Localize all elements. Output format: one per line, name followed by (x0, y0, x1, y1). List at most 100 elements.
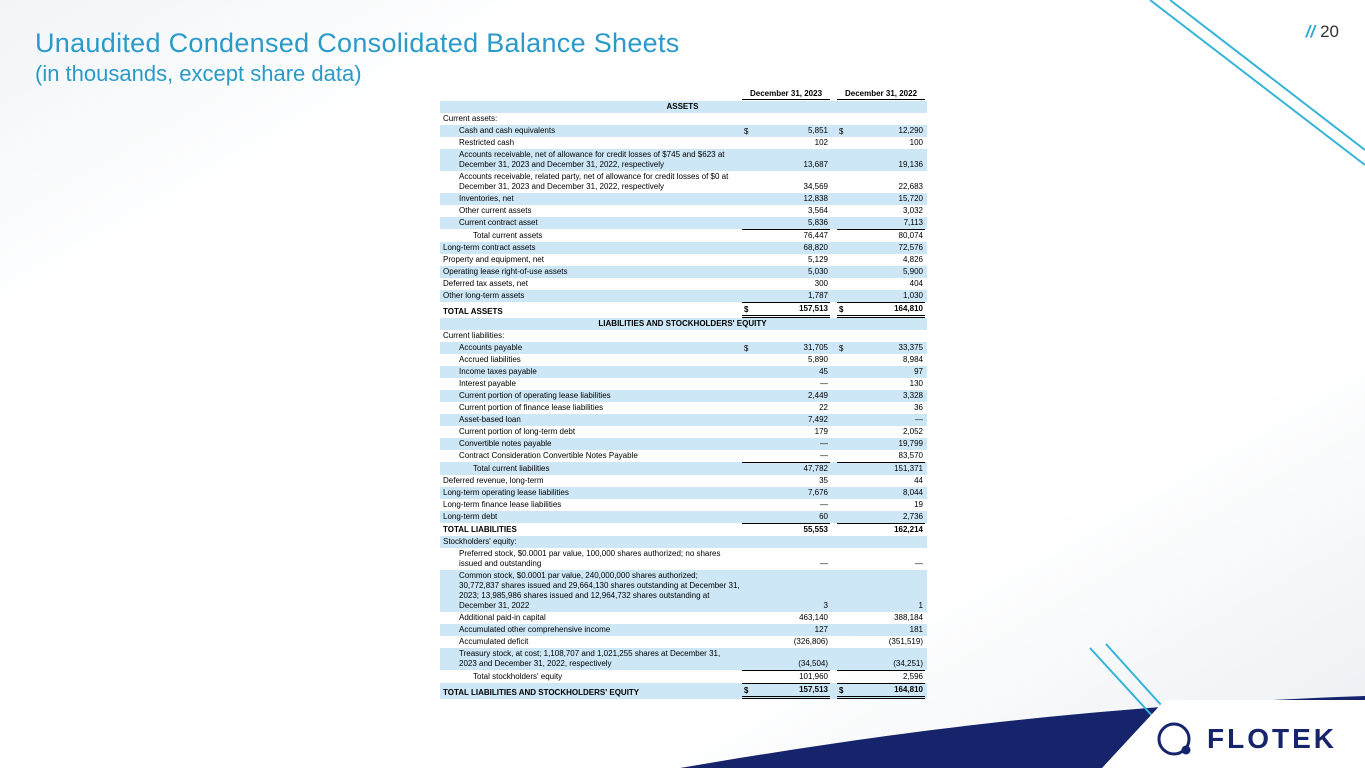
value-2022: 22,683 (837, 181, 925, 193)
cell-value: 181 (909, 625, 923, 634)
table-row: Current contract asset 5,836 7,113 (440, 217, 927, 229)
value-2022: $164,810 (837, 302, 925, 318)
cell-value: 388,184 (894, 613, 923, 622)
cell-value: 164,810 (894, 304, 923, 313)
cell-value: 4,826 (902, 255, 923, 264)
row-label: Additional paid-in capital (459, 613, 546, 622)
cell-value: 2,736 (902, 512, 923, 521)
value-2023: $157,513 (742, 302, 830, 318)
value-2023: 47,782 (742, 462, 830, 475)
cell-value: 5,030 (807, 267, 828, 276)
value-2022: 19 (837, 499, 925, 511)
cell-value: 102 (814, 138, 828, 147)
value-2022: $164,810 (837, 683, 925, 699)
value-2022: 404 (837, 278, 925, 290)
row-label: Interest payable (459, 379, 516, 388)
value-2023: $157,513 (742, 683, 830, 699)
row-label: Stockholders' equity: (443, 537, 517, 546)
slide-subtitle: (in thousands, except share data) (35, 61, 362, 86)
value-2023: 102 (742, 137, 830, 149)
page-number-value: 20 (1320, 22, 1339, 41)
value-2022: $12,290 (837, 125, 925, 137)
cell-value: 1 (918, 601, 923, 610)
table-row: Long-term debt 60 2,736 (440, 511, 927, 523)
table-row: TOTAL LIABILITIES AND STOCKHOLDERS' EQUI… (440, 683, 927, 699)
row-label: Inventories, net (459, 194, 514, 203)
row-label: Contract Consideration Convertible Notes… (459, 451, 638, 460)
row-label: Common stock, $0.0001 par value, 240,000… (459, 571, 740, 610)
value-2023: $5,851 (742, 125, 830, 137)
value-2022: 3,032 (837, 205, 925, 217)
cell-value: 72,576 (898, 243, 923, 252)
value-2023: 5,030 (742, 266, 830, 278)
cell-value: (34,504) (798, 659, 828, 668)
row-label: Income taxes payable (459, 367, 537, 376)
row-label: Current portion of operating lease liabi… (459, 391, 611, 400)
value-2022: 3,328 (837, 390, 925, 402)
value-2022: — (837, 558, 925, 570)
value-2022: 36 (837, 402, 925, 414)
cell-value: — (820, 451, 828, 460)
table-row: Cash and cash equivalents $5,851 $12,290 (440, 125, 927, 137)
value-2023: 101,960 (742, 670, 830, 683)
table-row: Deferred tax assets, net 300 404 (440, 278, 927, 290)
value-2023: — (742, 438, 830, 450)
column-header-2023: December 31, 2023 (742, 88, 830, 100)
value-2022: 19,799 (837, 438, 925, 450)
cell-value: 101,960 (799, 672, 828, 681)
cell-value: — (820, 500, 828, 509)
table-row: Long-term finance lease liabilities — 19 (440, 499, 927, 511)
value-2022: 19,136 (837, 159, 925, 171)
value-2022: 2,736 (837, 511, 925, 523)
flotek-logo-icon (1157, 722, 1191, 756)
cell-value: 60 (819, 512, 828, 521)
table-row: Contract Consideration Convertible Notes… (440, 450, 927, 462)
value-2022: 2,052 (837, 426, 925, 438)
table-row: Long-term contract assets 68,820 72,576 (440, 242, 927, 254)
cell-value: 8,984 (902, 355, 923, 364)
currency-symbol: $ (839, 686, 844, 695)
table-row: Long-term operating lease liabilities 7,6… (440, 487, 927, 499)
row-label: Deferred tax assets, net (443, 279, 528, 288)
table-row: Restricted cash 102 100 (440, 137, 927, 149)
cell-value: 35 (819, 476, 828, 485)
value-2022: 8,984 (837, 354, 925, 366)
table-body: ASSETS Current assets: Cash and cash equiv… (440, 101, 927, 699)
table-row: Accounts receivable, net of allowance fo… (440, 149, 927, 171)
value-2022: (34,251) (837, 658, 925, 670)
cell-value: — (820, 439, 828, 448)
value-2023: 3,564 (742, 205, 830, 217)
table-row: Accrued liabilities 5,890 8,984 (440, 354, 927, 366)
currency-symbol: $ (744, 127, 749, 136)
value-2022: 1 (837, 600, 925, 612)
cell-value: 34,569 (803, 182, 828, 191)
value-2022: 80,074 (837, 229, 925, 242)
row-label: Treasury stock, at cost; 1,108,707 and 1… (459, 649, 721, 668)
table-header: December 31, 2023 December 31, 2022 (440, 88, 927, 100)
value-2022: 97 (837, 366, 925, 378)
cell-value: 1,787 (807, 291, 828, 300)
value-2023: 55,553 (742, 523, 830, 536)
value-2022: 44 (837, 475, 925, 487)
cell-value: 5,129 (807, 255, 828, 264)
cell-value: 68,820 (803, 243, 828, 252)
value-2023: 463,140 (742, 612, 830, 624)
currency-symbol: $ (744, 686, 749, 695)
table-row: Accumulated deficit (326,806) (351,519) (440, 636, 927, 648)
cell-value: 3 (823, 601, 828, 610)
currency-symbol: $ (744, 305, 749, 314)
table-row: TOTAL ASSETS $157,513 $164,810 (440, 302, 927, 318)
value-2022: 15,720 (837, 193, 925, 205)
balance-sheet-table: December 31, 2023 December 31, 2022 ASSE… (440, 88, 927, 699)
row-label: Accrued liabilities (459, 355, 521, 364)
cell-value: 44 (914, 476, 923, 485)
value-2023: 5,129 (742, 254, 830, 266)
value-2023: 127 (742, 624, 830, 636)
cell-value: 97 (914, 367, 923, 376)
value-2023: 2,449 (742, 390, 830, 402)
row-label: Long-term finance lease liabilities (443, 500, 562, 509)
table-row: Accounts receivable, related party, net … (440, 171, 927, 193)
cell-value: 45 (819, 367, 828, 376)
value-2022: 388,184 (837, 612, 925, 624)
row-label: TOTAL LIABILITIES AND STOCKHOLDERS' EQUI… (443, 688, 640, 697)
